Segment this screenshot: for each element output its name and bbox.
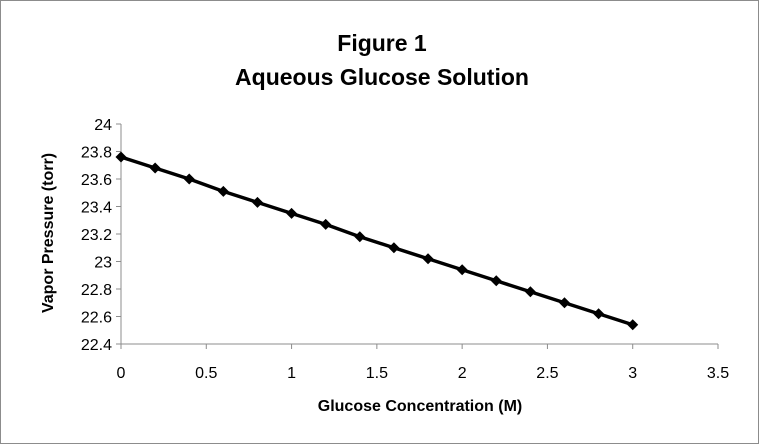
- x-tick-label: 0.5: [195, 365, 217, 382]
- x-tick-label: 0: [117, 365, 126, 382]
- x-tick-label: 1: [287, 365, 296, 382]
- x-tick-label: 3: [628, 365, 637, 382]
- y-tick-label: 23: [94, 255, 112, 272]
- data-point-marker: [422, 253, 434, 265]
- data-point-marker: [456, 264, 468, 276]
- y-tick-label: 22.4: [81, 337, 112, 354]
- data-point-marker: [524, 286, 536, 298]
- data-point-marker: [627, 319, 639, 331]
- data-point-marker: [490, 275, 502, 287]
- data-point-marker: [217, 185, 229, 197]
- data-point-marker: [354, 231, 366, 243]
- x-tick-label: 2: [458, 365, 467, 382]
- series-line: [120, 155, 634, 327]
- data-point-marker: [115, 151, 127, 163]
- y-axis-title: Vapor Pressure (torr): [40, 153, 57, 313]
- chart-title-line-2: Aqueous Glucose Solution: [235, 64, 529, 90]
- data-point-marker: [286, 207, 298, 219]
- y-axis-ticks: 22.4 22.6 22.8 23 23.2 23.4 23.6 23.8 24: [81, 117, 121, 354]
- data-point-marker: [251, 196, 263, 208]
- y-tick-label: 22.8: [81, 282, 112, 299]
- y-tick-label: 22.6: [81, 310, 112, 327]
- x-axis-ticks: 0 0.5 1 1.5 2 2.5 3 3.5: [117, 344, 729, 382]
- x-tick-label: 1.5: [366, 365, 388, 382]
- data-point-marker: [183, 173, 195, 185]
- x-tick-label: 3.5: [707, 365, 729, 382]
- y-tick-label: 23.6: [81, 172, 112, 189]
- chart-title-line-1: Figure 1: [337, 30, 427, 56]
- series-layer: [115, 151, 639, 331]
- y-tick-label: 23.8: [81, 145, 112, 162]
- x-axis-title: Glucose Concentration (M): [318, 398, 522, 415]
- data-point-marker: [593, 308, 605, 320]
- data-point-marker: [320, 218, 332, 230]
- y-tick-label: 23.4: [81, 200, 112, 217]
- data-point-marker: [149, 162, 161, 174]
- y-tick-label: 24: [94, 117, 112, 134]
- x-tick-label: 2.5: [536, 365, 558, 382]
- data-point-marker: [558, 297, 570, 309]
- y-tick-label: 23.2: [81, 227, 112, 244]
- data-point-marker: [388, 242, 400, 254]
